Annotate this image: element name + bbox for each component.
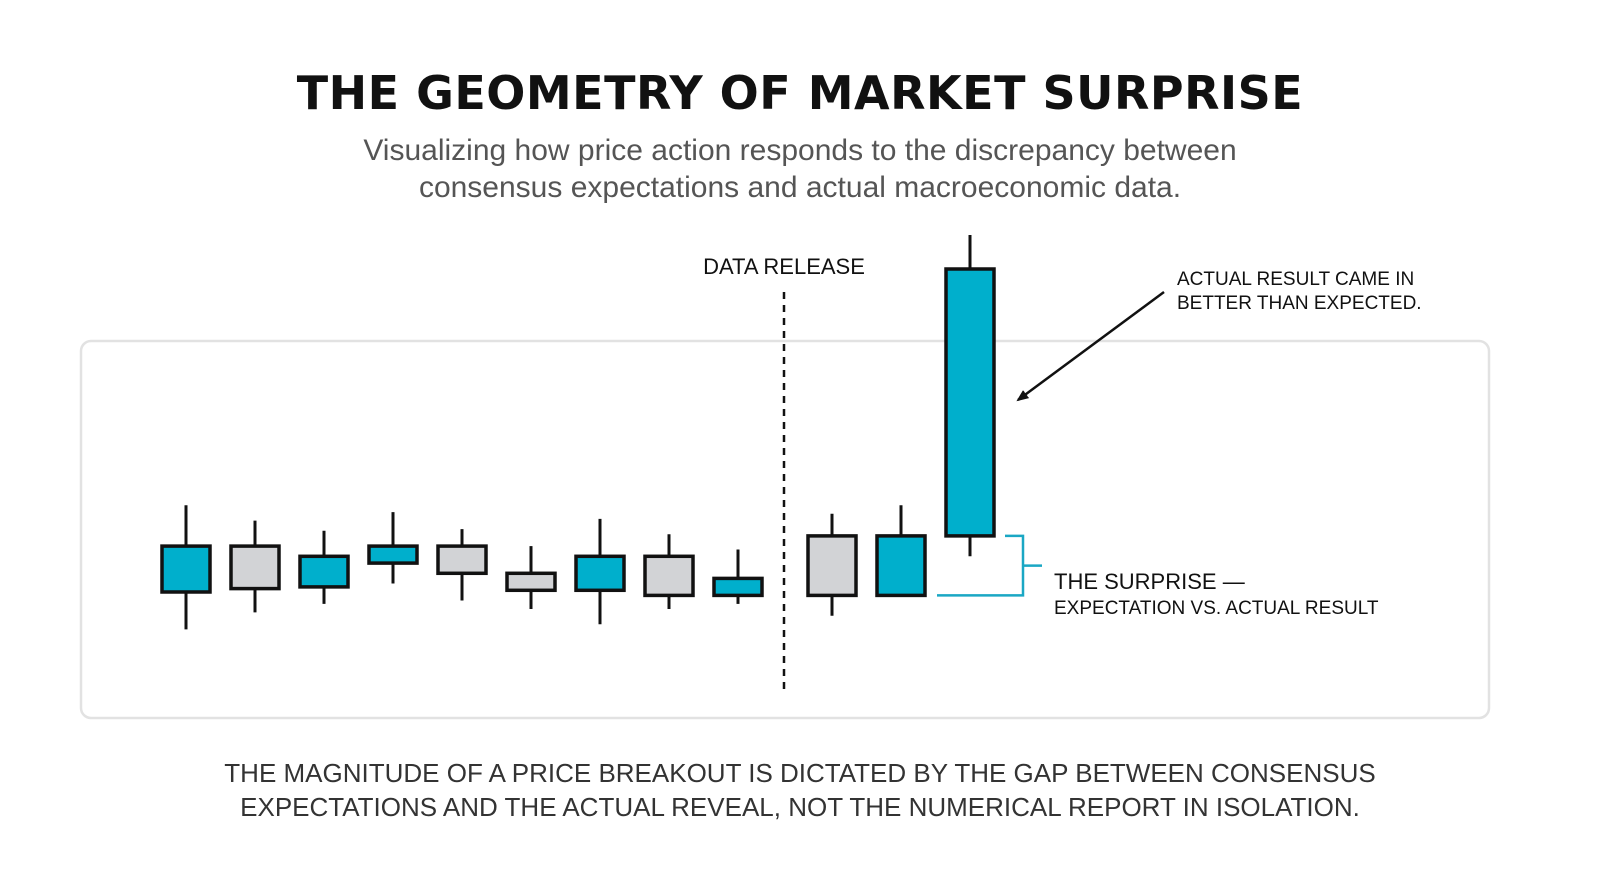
candle-body (712, 576, 764, 598)
candles-group (160, 235, 996, 630)
candlestick (367, 512, 419, 584)
candle-body (160, 544, 212, 594)
candle-body (806, 534, 858, 598)
candle-body (944, 267, 996, 538)
candlestick (505, 546, 557, 609)
annotation-arrow (1016, 290, 1165, 402)
candlestick (574, 518, 626, 625)
subtitle-line-1: Visualizing how price action responds to… (363, 134, 1237, 167)
candlestick (944, 235, 996, 557)
surprise-bracket-path (937, 534, 1042, 597)
candlestick (298, 530, 350, 604)
candle-body (436, 544, 488, 576)
data-release-label: DATA RELEASE (703, 254, 865, 279)
candle-body (875, 534, 927, 598)
candlestick (712, 549, 764, 604)
actual-result-label-line-2: BETTER THAN EXPECTED. (1177, 293, 1422, 314)
surprise-label-line-1: THE SURPRISE — (1054, 569, 1245, 594)
footer-caption: THE MAGNITUDE OF A PRICE BREAKOUT IS DIC… (0, 756, 1600, 824)
candle-body (229, 544, 281, 591)
candlestick (229, 520, 281, 613)
page-subtitle: Visualizing how price action responds to… (300, 132, 1300, 206)
candle-body (367, 544, 419, 565)
actual-result-label-line-1: ACTUAL RESULT CAME IN (1177, 269, 1414, 290)
candlestick (436, 529, 488, 601)
candlestick (875, 505, 927, 598)
candle-body (505, 571, 557, 593)
candlestick (806, 513, 858, 616)
candlestick (643, 534, 695, 609)
candle-body (643, 554, 695, 598)
footer-line-1: THE MAGNITUDE OF A PRICE BREAKOUT IS DIC… (224, 758, 1376, 788)
candle-body (298, 554, 350, 589)
candlestick (160, 505, 212, 630)
surprise-label-line-2: EXPECTATION VS. ACTUAL RESULT (1054, 598, 1379, 619)
candle-body (574, 554, 626, 593)
surprise-bracket (937, 534, 1042, 597)
page-title: THE GEOMETRY OF MARKET SURPRISE (296, 66, 1304, 120)
subtitle-line-2: consensus expectations and actual macroe… (418, 171, 1182, 204)
footer-line-2: EXPECTATIONS AND THE ACTUAL REVEAL, NOT … (240, 792, 1360, 822)
